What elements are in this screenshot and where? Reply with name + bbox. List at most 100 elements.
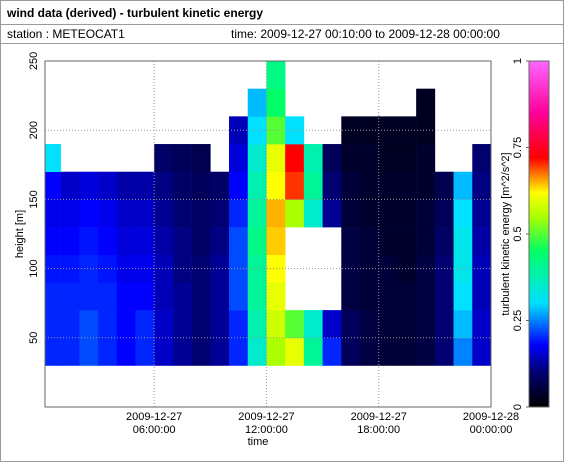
heat-cell [98,254,118,283]
heat-cell [135,310,155,339]
heat-cell [266,171,286,200]
heat-cell [378,227,398,256]
heat-cell [360,199,380,228]
heat-cell [416,88,436,117]
heat-cell [247,171,267,200]
heat-cell [360,337,380,366]
heat-cell [172,310,192,339]
heat-cell [472,227,492,256]
heat-cell [397,282,417,311]
heat-cell [360,144,380,173]
heat-cell [135,171,155,200]
heat-cell [303,171,323,200]
heat-cell [135,282,155,311]
heat-cell [229,116,249,145]
heat-cell [45,337,61,366]
heat-cell [285,337,305,366]
heat-cell [172,282,192,311]
heat-cell [210,282,230,311]
heat-cell [172,337,192,366]
heat-cell [397,227,417,256]
heat-cell [154,310,174,339]
heat-cell [154,199,174,228]
x-tick-label: 2009-12-28 00:00:00 [462,411,520,436]
heat-cell [79,282,99,311]
heat-cell [79,254,99,283]
heat-cell [229,282,249,311]
heat-cell [322,144,342,173]
heat-cell [172,254,192,283]
heat-cell [266,310,286,339]
heat-cell [322,199,342,228]
heat-cell [60,282,80,311]
heat-cell [229,227,249,256]
heat-cell [453,227,473,256]
heat-cell [210,199,230,228]
subtitle: time: 2009-12-27 00:10:00 to 2009-12-28 … [231,27,500,41]
heat-cell [303,144,323,173]
heat-cell [416,171,436,200]
heat-cell [191,171,211,200]
heat-cell [79,227,99,256]
heat-cell [266,227,286,256]
heat-cell [360,171,380,200]
heat-cell [397,254,417,283]
heat-cell [378,171,398,200]
heat-cell [191,310,211,339]
heat-cell [135,227,155,256]
heat-cell [172,171,192,200]
heat-cell [453,199,473,228]
heat-cell [79,337,99,366]
heat-cell [397,171,417,200]
y-tick-label: 150 [28,190,40,208]
heat-cell [416,144,436,173]
x-axis-label: time [248,436,269,448]
heat-cell [247,337,267,366]
heat-cell [341,254,361,283]
heat-cell [247,88,267,117]
heat-cell [453,282,473,311]
heat-cell [45,310,61,339]
heat-cell [229,144,249,173]
colorbar-tick-label: 0.25 [512,310,524,331]
heat-cell [416,227,436,256]
heat-cell [266,282,286,311]
heat-cell [472,310,492,339]
heat-cell [210,171,230,200]
heat-cell [378,337,398,366]
heat-cell [229,199,249,228]
heat-cell [285,199,305,228]
heat-cell [98,282,118,311]
plot-frame [44,60,492,408]
heat-cell [266,144,286,173]
heat-cell [266,116,286,145]
heat-cell [472,144,492,173]
heat-cell [135,337,155,366]
heat-cell [397,144,417,173]
heat-cell [416,282,436,311]
heat-cell [472,254,492,283]
heat-cell [303,199,323,228]
heat-cell [45,227,61,256]
heat-cell [116,337,136,366]
heat-cell [172,227,192,256]
heat-cell [172,199,192,228]
heat-cell [397,337,417,366]
heat-cell [453,310,473,339]
heat-cell [116,227,136,256]
heat-cell [79,199,99,228]
heat-cell [322,310,342,339]
heat-cell [341,144,361,173]
heat-cell [79,310,99,339]
heat-cell [135,199,155,228]
heat-cell [229,310,249,339]
heat-cell [303,337,323,366]
heat-cell [116,199,136,228]
heat-cell [322,337,342,366]
heat-cell [191,282,211,311]
heat-cell [60,227,80,256]
heat-cell [247,310,267,339]
colorbar-tick-label: 1 [512,58,524,64]
heat-cell [210,310,230,339]
heat-cell [378,199,398,228]
